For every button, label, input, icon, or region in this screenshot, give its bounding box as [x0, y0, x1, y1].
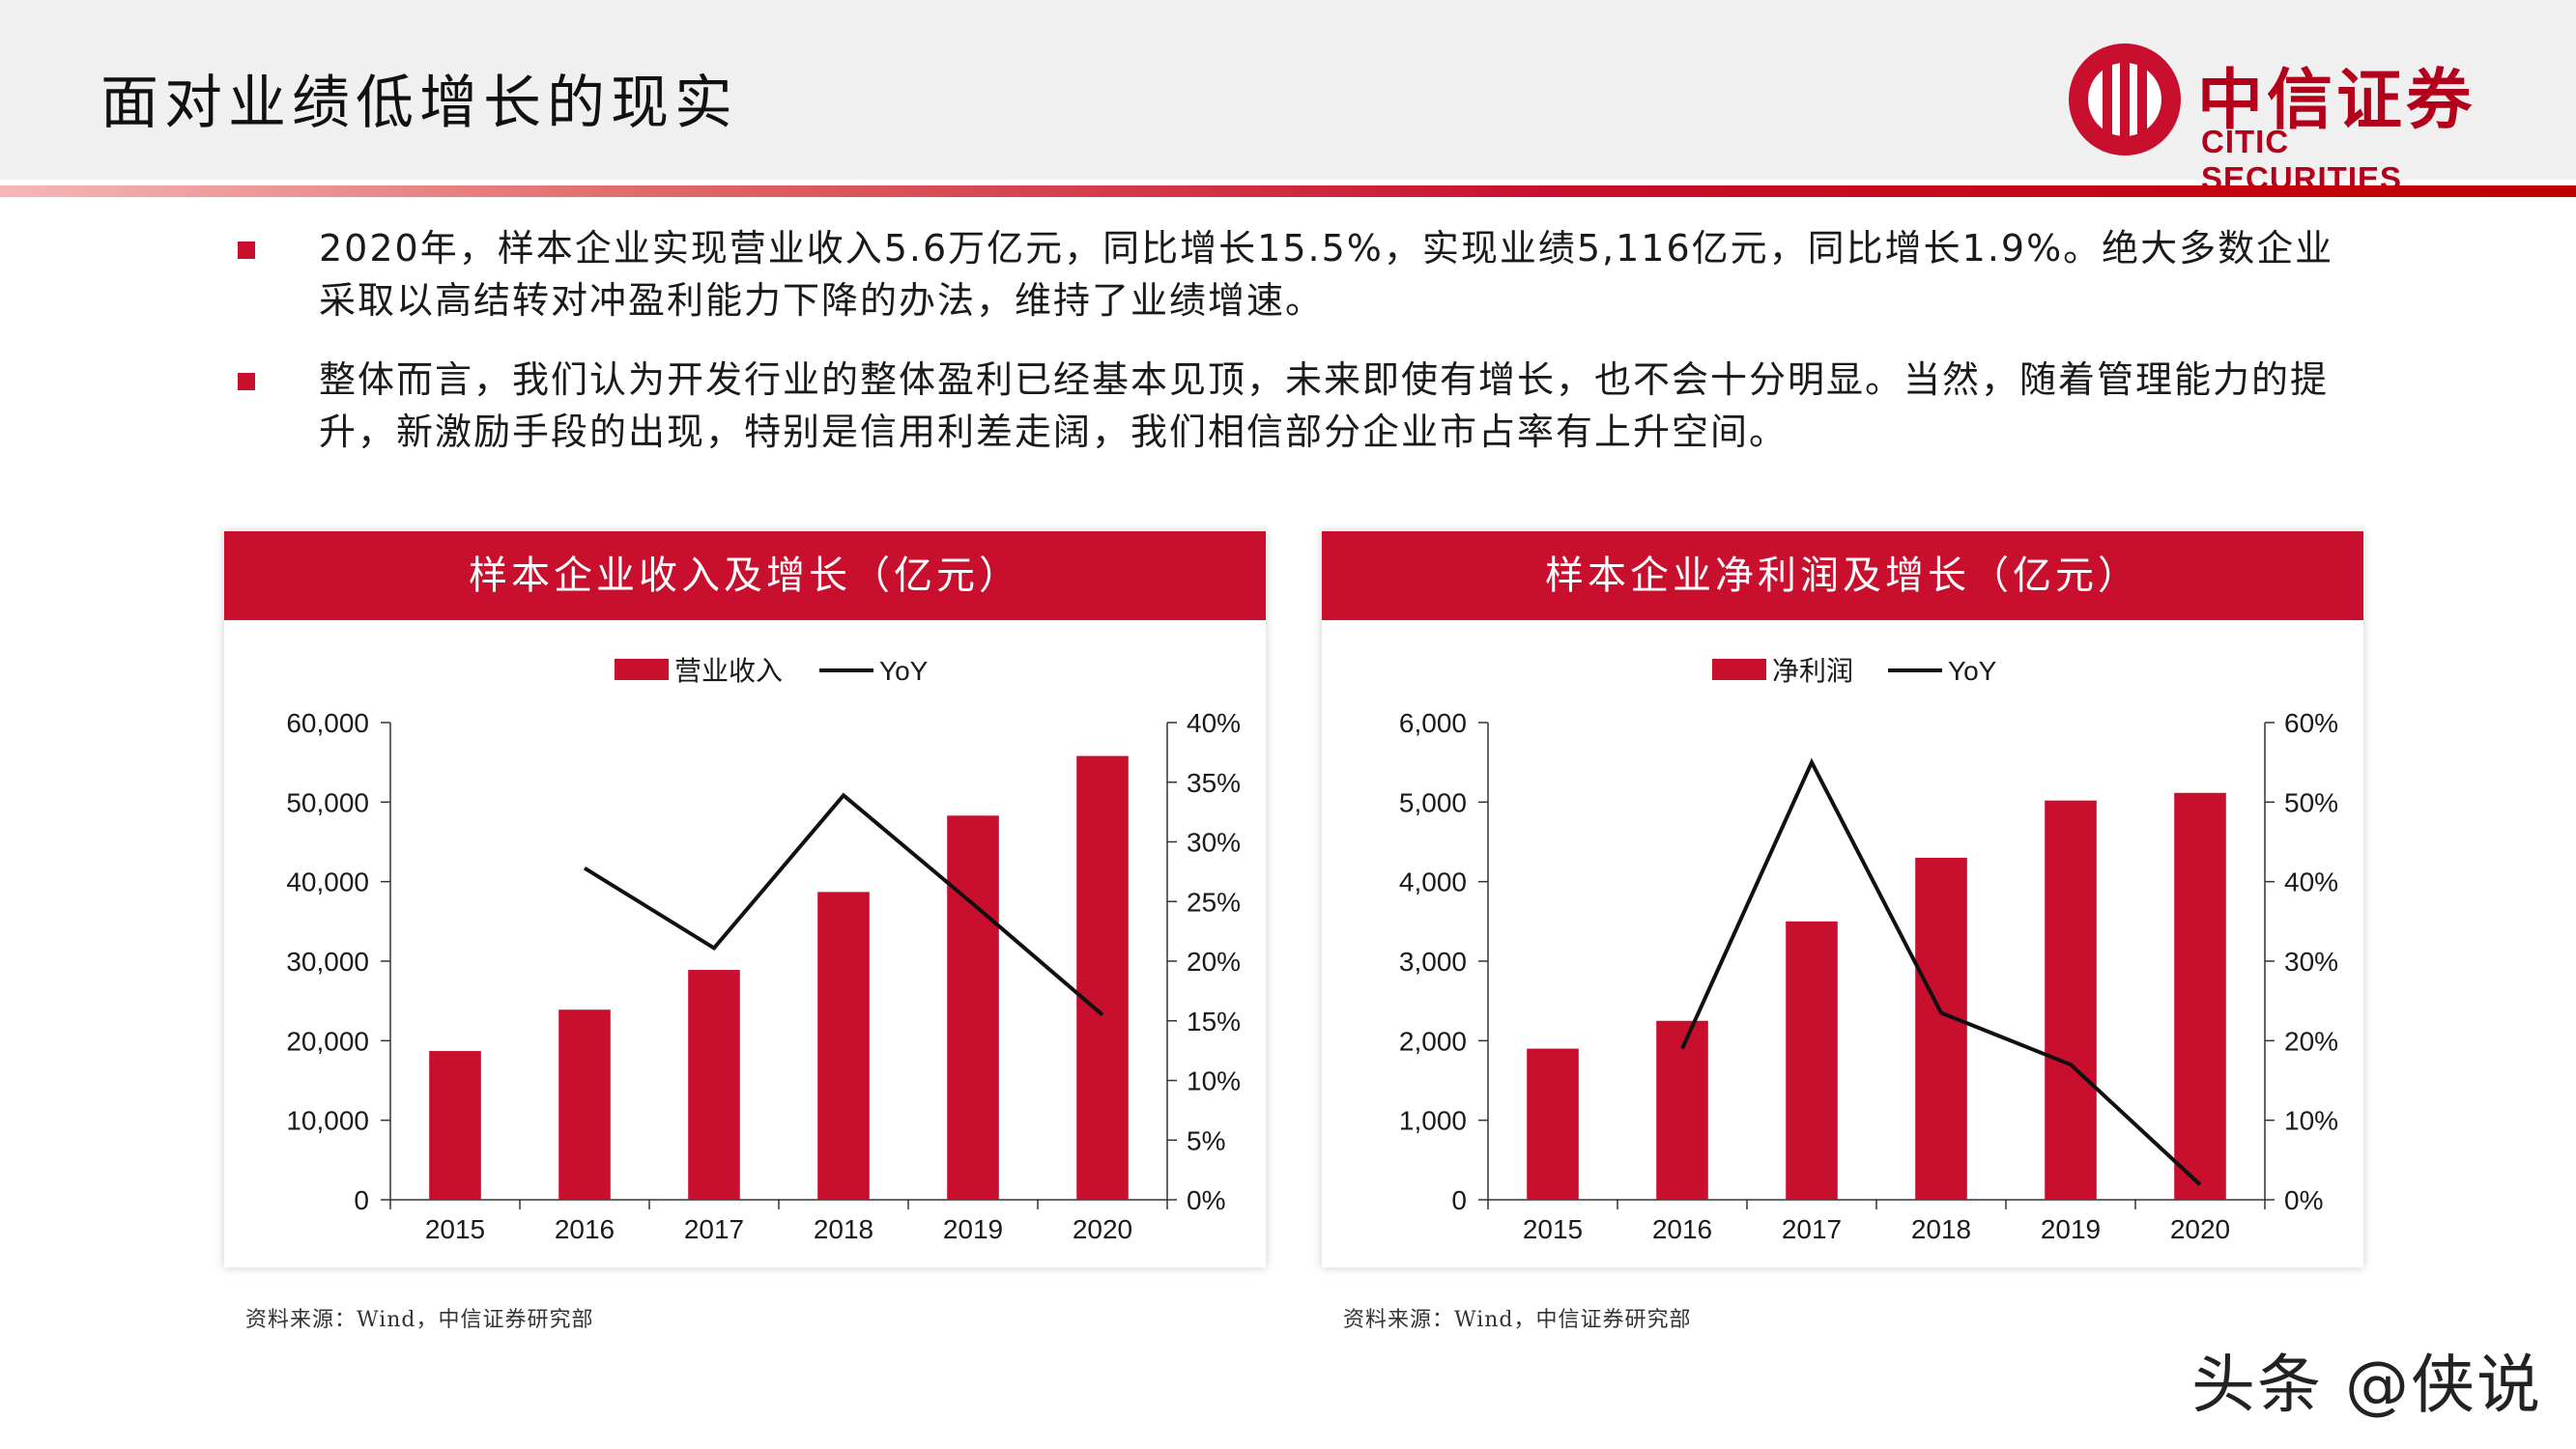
- y-left-tick-label: 3,000: [1399, 947, 1467, 977]
- legend-bar-swatch: [1712, 659, 1766, 680]
- y-right-tick-label: 20%: [2284, 1026, 2338, 1056]
- y-right-tick-label: 25%: [1187, 887, 1241, 917]
- y-right-tick-label: 0%: [2284, 1185, 2323, 1215]
- profit-chart: 0 1,000 2,000 3,000 4,000 5,000 6,000 0% 10% 20% 3…: [1399, 656, 2338, 1244]
- bar-2018: [1915, 857, 1967, 1200]
- profit-chart-title: 样本企业净利润及增长（亿元）: [1322, 531, 2363, 620]
- x-tick-label: 2017: [684, 1214, 744, 1244]
- y-left-tick-label: 20,000: [286, 1026, 369, 1056]
- y-left-tick-label: 40,000: [286, 867, 369, 897]
- x-tick-label: 2018: [814, 1214, 873, 1244]
- legend-line-label: YoY: [879, 656, 929, 686]
- bar-2019: [947, 815, 999, 1200]
- revenue-chart-panel: 样本企业收入及增长（亿元） 0 10,000 20,000 30,000 40,000 5…: [224, 531, 1266, 1267]
- x-tick-label: 2020: [1073, 1214, 1132, 1244]
- y-right-tick-label: 10%: [1187, 1066, 1241, 1096]
- legend-line-label: YoY: [1948, 656, 1997, 686]
- y-left-tick-label: 0: [1451, 1185, 1467, 1215]
- y-right-tick-label: 5%: [1187, 1125, 1225, 1155]
- watermark: 头条 @侠说: [2191, 1348, 2542, 1422]
- y-right-tick-label: 40%: [2284, 867, 2338, 897]
- x-tick-label: 2019: [943, 1214, 1003, 1244]
- y-right-tick-label: 50%: [2284, 787, 2338, 817]
- y-left-tick-label: 30,000: [286, 947, 369, 977]
- y-right-tick-label: 20%: [1187, 947, 1241, 977]
- y-right-tick-label: 30%: [1187, 828, 1241, 858]
- profit-chart-source: 资料来源：Wind，中信证券研究部: [1343, 1308, 1692, 1332]
- y-left-tick-label: 5,000: [1399, 787, 1467, 817]
- revenue-chart: 0 10,000 20,000 30,000 40,000 50,000 60,000 0% 5…: [286, 656, 1241, 1244]
- x-tick-label: 2019: [2041, 1214, 2101, 1244]
- bullet-2: 整体而言，我们认为开发行业的整体盈利已经基本见顶，未来即使有增长，也不会十分明显…: [238, 354, 2367, 458]
- citic-logo: 中信证券 CITIC SECURITIES: [2064, 39, 2479, 196]
- bar-2017: [1786, 921, 1838, 1200]
- bar-2020: [1076, 755, 1129, 1200]
- citic-logo-mark-icon: [2069, 43, 2181, 156]
- y-left-tick-label: 1,000: [1399, 1106, 1467, 1136]
- y-right-tick-label: 40%: [1187, 708, 1241, 738]
- legend-bar-swatch: [615, 659, 669, 680]
- bar-2019: [2045, 800, 2097, 1200]
- y-right-tick-label: 60%: [2284, 708, 2338, 738]
- x-tick-label: 2016: [1652, 1214, 1712, 1244]
- bullet-1-text: 2020年，样本企业实现营业收入5.6万亿元，同比增长15.5%，实现业绩5,1…: [319, 227, 2334, 322]
- page-title: 面对业绩低增长的现实: [100, 70, 738, 137]
- bullet-square-icon: [238, 242, 255, 259]
- x-tick-label: 2018: [1911, 1214, 1971, 1244]
- x-tick-label: 2015: [1523, 1214, 1583, 1244]
- header-divider: [0, 185, 2576, 197]
- bar-2020: [2174, 792, 2226, 1200]
- y-left-tick-label: 50,000: [286, 787, 369, 817]
- bullet-square-icon: [238, 373, 255, 390]
- x-tick-label: 2017: [1782, 1214, 1842, 1244]
- y-left-tick-label: 2,000: [1399, 1026, 1467, 1056]
- y-right-tick-label: 30%: [2284, 947, 2338, 977]
- legend-bar-label: 营业收入: [674, 656, 783, 686]
- y-left-tick-label: 4,000: [1399, 867, 1467, 897]
- y-left-tick-label: 6,000: [1399, 708, 1467, 738]
- y-left-tick-label: 10,000: [286, 1106, 369, 1136]
- revenue-chart-source: 资料来源：Wind，中信证券研究部: [245, 1308, 594, 1332]
- revenue-chart-title: 样本企业收入及增长（亿元）: [224, 531, 1266, 620]
- bullet-1: 2020年，样本企业实现营业收入5.6万亿元，同比增长15.5%，实现业绩5,1…: [238, 222, 2367, 327]
- y-left-tick-label: 60,000: [286, 708, 369, 738]
- x-tick-label: 2020: [2170, 1214, 2230, 1244]
- y-right-tick-label: 35%: [1187, 768, 1241, 798]
- bar-2017: [688, 970, 740, 1200]
- bar-2015: [1527, 1048, 1579, 1200]
- bullet-2-text: 整体而言，我们认为开发行业的整体盈利已经基本见顶，未来即使有增长，也不会十分明显…: [319, 358, 2330, 453]
- x-tick-label: 2016: [555, 1214, 615, 1244]
- logo-cn-text: 中信证券: [2197, 63, 2476, 139]
- y-right-tick-label: 0%: [1187, 1185, 1225, 1215]
- x-tick-label: 2015: [425, 1214, 485, 1244]
- y-right-tick-label: 15%: [1187, 1007, 1241, 1037]
- bar-2018: [817, 892, 870, 1200]
- y-left-tick-label: 0: [354, 1185, 369, 1215]
- bar-2016: [1656, 1020, 1708, 1200]
- profit-chart-panel: 样本企业净利润及增长（亿元） 0 1,000 2,000 3,000 4,000 5,00…: [1322, 531, 2363, 1267]
- bar-2016: [558, 1009, 611, 1200]
- bar-2015: [429, 1051, 481, 1200]
- y-right-tick-label: 10%: [2284, 1106, 2338, 1136]
- legend-bar-label: 净利润: [1772, 656, 1853, 686]
